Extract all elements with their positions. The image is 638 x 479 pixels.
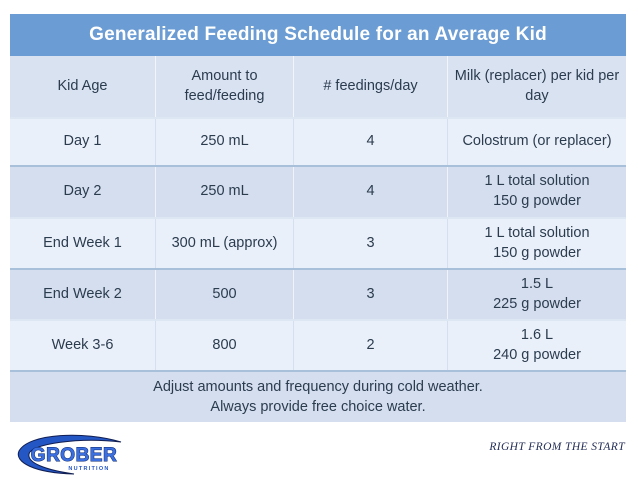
header-kid-age: Kid Age — [57, 77, 108, 94]
cell-kid-age: Day 1 — [63, 133, 102, 150]
table-row: End Week 2 500 3 1.5 L 225 g powder — [10, 268, 626, 319]
table-row: Week 3-6 800 2 1.6 L 240 g powder — [10, 319, 626, 370]
cell-milk: Colostrum (or replacer) — [447, 119, 626, 165]
cell-amount: 300 mL (approx) — [155, 219, 293, 268]
cell-amount: 500 — [155, 270, 293, 319]
grober-swoosh-icon: GROBER NUTRITION — [17, 434, 122, 475]
cell-feedings: 4 — [293, 167, 447, 217]
cell-feedings: 3 — [293, 270, 447, 319]
cell-feedings: 4 — [293, 119, 447, 165]
cell-kid-age: End Week 2 — [43, 285, 122, 302]
cell-amount: 250 mL — [155, 167, 293, 217]
table-row: Day 2 250 mL 4 1 L total solution 150 g … — [10, 165, 626, 217]
logo-wordmark: GROBER — [31, 445, 117, 466]
cell-milk: 1 L total solution 150 g powder — [447, 167, 626, 217]
cell-milk: 1.5 L 225 g powder — [447, 270, 626, 319]
feeding-schedule-table: Generalized Feeding Schedule for an Aver… — [10, 14, 626, 422]
header-milk: Milk (replacer) per kid per day — [447, 56, 626, 117]
cell-kid-age: Day 2 — [63, 183, 102, 200]
logo-subtext: NUTRITION — [68, 466, 109, 472]
cell-feedings: 3 — [293, 219, 447, 268]
grober-logo: GROBER NUTRITION — [15, 433, 125, 475]
table-title: Generalized Feeding Schedule for an Aver… — [10, 14, 626, 56]
cell-feedings: 2 — [293, 321, 447, 370]
cell-amount: 800 — [155, 321, 293, 370]
table-header-row: Kid Age Amount to feed/feeding # feeding… — [10, 56, 626, 117]
cell-kid-age: End Week 1 — [43, 234, 122, 251]
table-row: End Week 1 300 mL (approx) 3 1 L total s… — [10, 217, 626, 268]
cell-amount: 250 mL — [155, 119, 293, 165]
cell-kid-age: Week 3-6 — [51, 336, 114, 353]
header-feedings: # feedings/day — [293, 56, 447, 117]
table-footer-note: Adjust amounts and frequency during cold… — [10, 370, 626, 422]
cell-milk: 1.6 L 240 g powder — [447, 321, 626, 370]
header-amount: Amount to feed/feeding — [155, 56, 293, 117]
cell-milk: 1 L total solution 150 g powder — [447, 219, 626, 268]
table-row: Day 1 250 mL 4 Colostrum (or replacer) — [10, 117, 626, 165]
tagline: RIGHT FROM THE START — [489, 441, 625, 453]
